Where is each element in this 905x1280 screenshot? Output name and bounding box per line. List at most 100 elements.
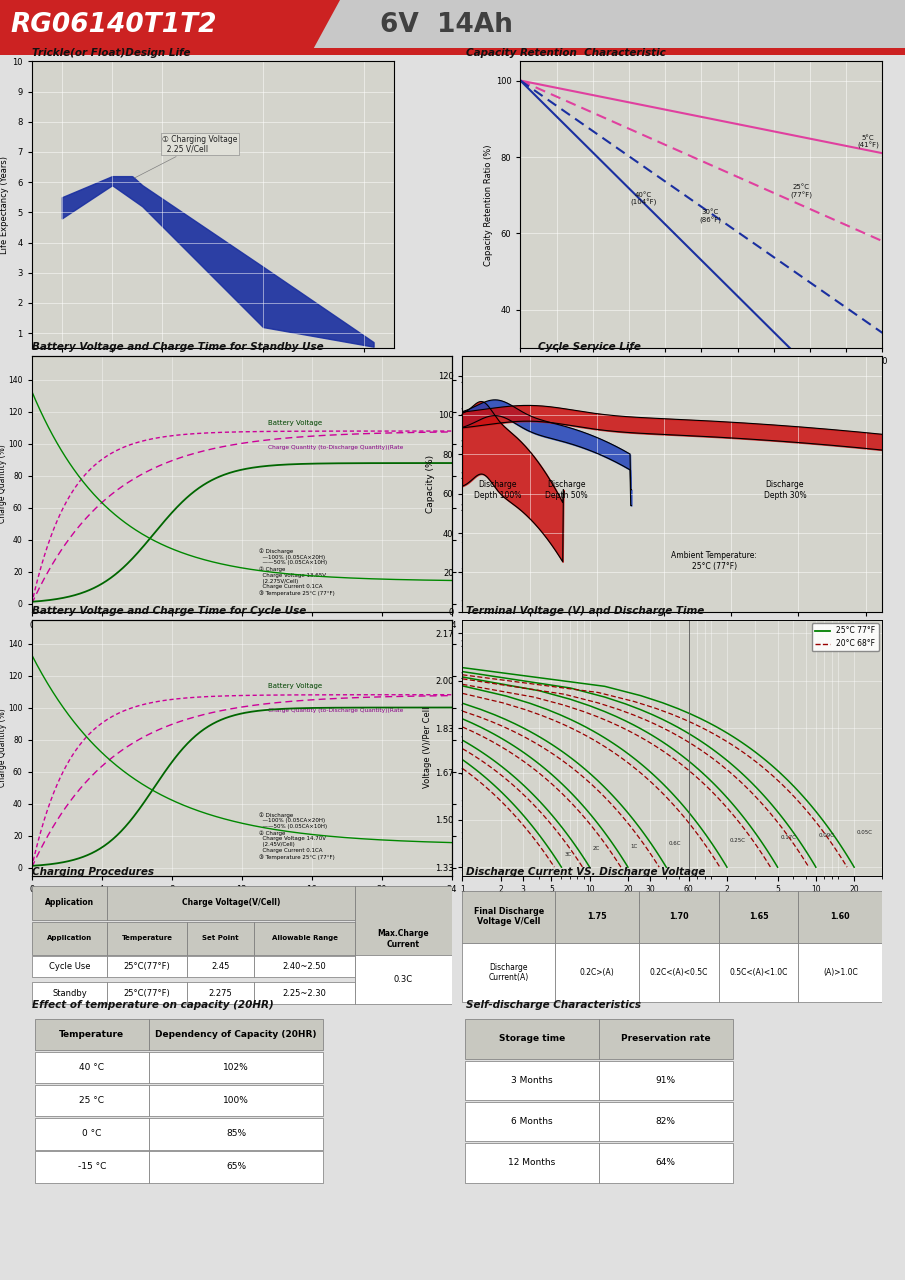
Text: Battery Voltage: Battery Voltage — [268, 684, 322, 690]
FancyBboxPatch shape — [599, 1102, 733, 1142]
Text: 100%: 100% — [223, 1096, 249, 1105]
X-axis label: Temperature (°C): Temperature (°C) — [174, 369, 252, 378]
FancyBboxPatch shape — [798, 942, 882, 1002]
Text: Dependency of Capacity (20HR): Dependency of Capacity (20HR) — [156, 1030, 317, 1039]
Text: 0.5C<(A)<1.0C: 0.5C<(A)<1.0C — [729, 968, 787, 977]
Y-axis label: Battery Voltage (V)/Per Cell: Battery Voltage (V)/Per Cell — [474, 436, 481, 531]
Text: 3 Months: 3 Months — [511, 1075, 553, 1084]
FancyBboxPatch shape — [34, 1052, 149, 1083]
X-axis label: Discharge Time (Min): Discharge Time (Min) — [624, 897, 720, 906]
FancyBboxPatch shape — [187, 956, 254, 978]
Text: 1C: 1C — [631, 844, 638, 849]
Text: 91%: 91% — [656, 1075, 676, 1084]
Text: 3C: 3C — [564, 852, 571, 858]
FancyBboxPatch shape — [32, 956, 108, 978]
FancyBboxPatch shape — [254, 983, 355, 1004]
FancyBboxPatch shape — [149, 1119, 323, 1149]
FancyBboxPatch shape — [639, 891, 719, 942]
Text: Application: Application — [47, 936, 92, 941]
X-axis label: Charge Time (H): Charge Time (H) — [205, 632, 279, 641]
FancyBboxPatch shape — [798, 891, 882, 942]
Text: 1.65: 1.65 — [748, 913, 768, 922]
FancyBboxPatch shape — [719, 942, 798, 1002]
Text: 12 Months: 12 Months — [509, 1158, 556, 1167]
Text: Charge Quantity (to-Discharge Quantity)(Rate: Charge Quantity (to-Discharge Quantity)(… — [268, 708, 404, 713]
Text: Battery Voltage: Battery Voltage — [268, 420, 322, 426]
Text: 0 °C: 0 °C — [82, 1129, 101, 1138]
FancyBboxPatch shape — [108, 956, 187, 978]
Text: Allowable Range: Allowable Range — [272, 936, 338, 941]
Y-axis label: Battery Voltage (V)/Per Cell: Battery Voltage (V)/Per Cell — [474, 700, 481, 795]
FancyBboxPatch shape — [465, 1061, 599, 1100]
FancyBboxPatch shape — [719, 891, 798, 942]
Text: Preservation rate: Preservation rate — [621, 1034, 710, 1043]
Y-axis label: Charge Quantity (%): Charge Quantity (%) — [0, 444, 6, 524]
FancyBboxPatch shape — [34, 1019, 149, 1051]
Text: 0.25C: 0.25C — [729, 838, 746, 844]
Text: Application: Application — [45, 899, 94, 908]
FancyBboxPatch shape — [462, 942, 555, 1002]
FancyBboxPatch shape — [465, 1019, 599, 1059]
Text: 1.60: 1.60 — [831, 913, 850, 922]
Text: 25°C(77°F): 25°C(77°F) — [124, 963, 170, 972]
FancyBboxPatch shape — [599, 1143, 733, 1183]
Text: 40°C
(104°F): 40°C (104°F) — [630, 192, 657, 206]
Text: Battery Voltage and Charge Time for Standby Use: Battery Voltage and Charge Time for Stan… — [32, 342, 323, 352]
Text: Temperature: Temperature — [121, 936, 173, 941]
X-axis label: Charge Time (H): Charge Time (H) — [205, 896, 279, 905]
Text: 1.75: 1.75 — [587, 913, 606, 922]
FancyBboxPatch shape — [34, 1119, 149, 1149]
Text: 2C: 2C — [593, 846, 600, 851]
Text: 0.05C: 0.05C — [857, 829, 872, 835]
Text: Cycle Service Life: Cycle Service Life — [538, 342, 642, 352]
Text: Discharge
Depth 50%: Discharge Depth 50% — [546, 480, 588, 499]
FancyBboxPatch shape — [34, 1085, 149, 1116]
FancyBboxPatch shape — [108, 922, 187, 955]
FancyBboxPatch shape — [149, 1085, 323, 1116]
Text: Temperature: Temperature — [60, 1030, 125, 1039]
Y-axis label: Voltage (V)/Per Cell: Voltage (V)/Per Cell — [423, 707, 432, 788]
Text: 0.09C: 0.09C — [818, 832, 834, 837]
FancyBboxPatch shape — [465, 1102, 599, 1142]
Text: 25°C
(77°F): 25°C (77°F) — [790, 184, 812, 198]
Text: 82%: 82% — [656, 1117, 676, 1126]
Text: RG06140T1T2: RG06140T1T2 — [10, 12, 216, 38]
FancyBboxPatch shape — [149, 1151, 323, 1183]
Text: Battery Voltage and Charge Time for Cycle Use: Battery Voltage and Charge Time for Cycl… — [32, 605, 306, 616]
Text: Discharge
Depth 30%: Discharge Depth 30% — [764, 480, 806, 499]
FancyBboxPatch shape — [108, 983, 187, 1004]
FancyBboxPatch shape — [355, 886, 452, 992]
Text: Discharge
Depth 100%: Discharge Depth 100% — [474, 480, 521, 499]
Text: Max.Charge
Current: Max.Charge Current — [377, 929, 429, 948]
FancyBboxPatch shape — [254, 956, 355, 978]
Text: 102%: 102% — [224, 1064, 249, 1073]
Y-axis label: Capacity (%): Capacity (%) — [426, 454, 435, 513]
Y-axis label: Life Expectancy (Years): Life Expectancy (Years) — [0, 156, 9, 253]
Text: Capacity Retention  Characteristic: Capacity Retention Characteristic — [466, 47, 666, 58]
X-axis label: Number of Cycles (Times): Number of Cycles (Times) — [614, 632, 731, 641]
FancyBboxPatch shape — [465, 1143, 599, 1183]
Text: 2.25~2.30: 2.25~2.30 — [282, 988, 327, 997]
Text: -15 °C: -15 °C — [78, 1162, 106, 1171]
Text: ① Discharge
  —100% (0.05CA×20H)
  ——50% (0.05CA×10H)
② Charge
  Charge Voltage : ① Discharge —100% (0.05CA×20H) ——50% (0.… — [259, 548, 335, 595]
Text: 0.2C>(A): 0.2C>(A) — [579, 968, 614, 977]
Text: Charge Voltage(V/Cell): Charge Voltage(V/Cell) — [182, 899, 281, 908]
FancyBboxPatch shape — [599, 1019, 733, 1059]
Y-axis label: Charge Quantity (%): Charge Quantity (%) — [0, 708, 6, 787]
Text: Charging Procedures: Charging Procedures — [32, 867, 154, 877]
Text: 64%: 64% — [656, 1158, 676, 1167]
Text: (A)>1.0C: (A)>1.0C — [823, 968, 858, 977]
Text: ① Charging Voltage
  2.25 V/Cell: ① Charging Voltage 2.25 V/Cell — [135, 134, 238, 178]
Text: 0.2C<(A)<0.5C: 0.2C<(A)<0.5C — [650, 968, 708, 977]
FancyBboxPatch shape — [187, 922, 254, 955]
FancyBboxPatch shape — [32, 983, 108, 1004]
Text: 85%: 85% — [226, 1129, 246, 1138]
FancyBboxPatch shape — [149, 1019, 323, 1051]
Text: 25 °C: 25 °C — [80, 1096, 104, 1105]
Polygon shape — [0, 0, 340, 55]
FancyBboxPatch shape — [108, 886, 355, 920]
FancyBboxPatch shape — [355, 955, 452, 1004]
Text: ① Discharge
  —100% (0.05CA×20H)
  ——50% (0.05CA×10H)
② Charge
  Charge Voltage : ① Discharge —100% (0.05CA×20H) ——50% (0.… — [259, 812, 335, 860]
Y-axis label: Capacity Retention Ratio (%): Capacity Retention Ratio (%) — [484, 145, 493, 265]
Text: 2.275: 2.275 — [209, 988, 233, 997]
